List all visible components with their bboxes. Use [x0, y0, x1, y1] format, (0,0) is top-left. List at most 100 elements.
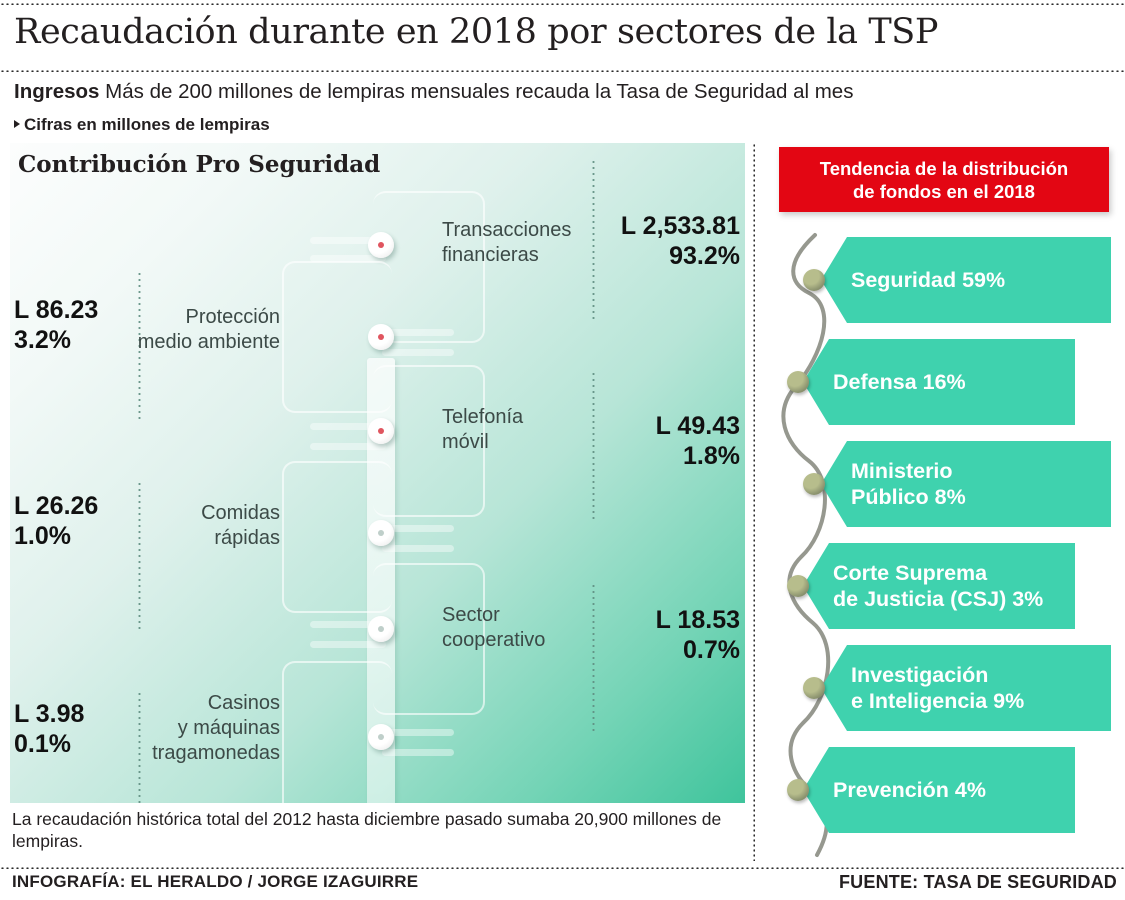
item-label-2: Protección medio ambiente — [128, 305, 280, 355]
item-amount-6-pct: 0.1% — [14, 730, 71, 758]
guide-line-left-3 — [138, 691, 141, 803]
item-label-4-line2: rápidas — [214, 527, 280, 549]
distribution-tag-3-line1: Corte Suprema — [833, 561, 988, 585]
chart-title: Contribución Pro Seguridad — [18, 151, 381, 178]
guide-line-left-1 — [138, 271, 141, 419]
item-label-6-line3: tragamonedas — [152, 742, 280, 764]
connector-bar-1b — [310, 255, 386, 262]
distribution-tag-4: Investigación e Inteligencia 9% — [851, 662, 1024, 714]
distribution-panel: Tendencia de la distribución de fondos e… — [763, 143, 1118, 858]
connector-bar-5 — [310, 621, 386, 628]
connector-bracket-5 — [373, 563, 485, 715]
distribution-tag-3: Corte Suprema de Justicia (CSJ) 3% — [833, 560, 1043, 612]
item-amount-2-value: L 86.23 — [14, 296, 99, 324]
page-title: Recaudación durante en 2018 por sectores… — [14, 12, 939, 52]
source-text: FUENTE: TASA DE SEGURIDAD — [838, 872, 1117, 892]
item-label-4: Comidas rápidas — [128, 501, 280, 551]
guide-line-right-2 — [592, 371, 595, 519]
item-label-1-line1: Transacciones — [442, 219, 572, 241]
triangle-bullet-icon — [14, 120, 20, 128]
node-5 — [368, 616, 394, 642]
distribution-header-line2: de fondos en el 2018 — [853, 180, 1035, 202]
item-label-5-line2: cooperativo — [442, 629, 546, 651]
connector-bar-4 — [382, 525, 454, 532]
title-divider — [0, 69, 1125, 72]
item-label-1-line2: financieras — [442, 244, 539, 266]
item-label-1: Transacciones financieras — [442, 218, 594, 268]
connector-bar-1 — [310, 237, 386, 244]
item-label-2-line1: Protección — [185, 306, 281, 328]
item-label-6-line1: Casinos — [207, 692, 280, 714]
item-label-6: Casinos y máquinas tragamonedas — [118, 691, 280, 766]
node-3 — [368, 418, 394, 444]
chart-note: La recaudación histórica total del 2012 … — [12, 809, 722, 851]
distribution-tag-5[interactable]: Prevención 4% — [803, 747, 1075, 833]
node-1 — [368, 232, 394, 258]
item-amount-4: L 26.26 1.0% — [14, 491, 132, 551]
item-label-6-line2: y máquinas — [177, 717, 280, 739]
contribution-chart-panel: Contribución Pro Seguridad Transacciones… — [10, 143, 745, 803]
node-4 — [368, 520, 394, 546]
distribution-header: Tendencia de la distribución de fondos e… — [779, 147, 1109, 212]
item-amount-3-pct: 1.8% — [683, 442, 740, 470]
connector-bar-2 — [382, 329, 454, 336]
item-amount-5-value: L 18.53 — [655, 606, 740, 634]
distribution-tag-4-line2: e Inteligencia 9% — [851, 689, 1025, 713]
top-divider — [0, 2, 1125, 5]
distribution-tag-0[interactable]: Seguridad 59% — [821, 237, 1111, 323]
subheading: Ingresos Más de 200 millones de lempiras… — [14, 80, 853, 104]
distribution-header-line1: Tendencia de la distribución — [819, 157, 1069, 179]
curve-knot-5 — [787, 779, 809, 801]
distribution-tag-3-line2: de Justicia (CSJ) 3% — [833, 587, 1044, 611]
item-label-3-line1: Telefonía — [442, 406, 524, 428]
distribution-tag-3[interactable]: Corte Suprema de Justicia (CSJ) 3% — [803, 543, 1075, 629]
item-label-2-line2: medio ambiente — [137, 331, 280, 353]
connector-bracket-3 — [373, 365, 485, 517]
item-label-5: Sector cooperativo — [442, 603, 594, 653]
item-amount-2: L 86.23 3.2% — [14, 295, 132, 355]
distribution-tag-2[interactable]: Ministerio Público 8% — [821, 441, 1111, 527]
distribution-tag-1-label: Defensa 16% — [833, 370, 966, 394]
item-amount-4-pct: 1.0% — [14, 522, 71, 550]
item-label-4-line1: Comidas — [201, 502, 280, 524]
distribution-tag-4[interactable]: Investigación e Inteligencia 9% — [821, 645, 1111, 731]
subheading-text: Más de 200 millones de lempiras mensuale… — [105, 80, 854, 103]
curve-knot-3 — [787, 575, 809, 597]
curve-knot-1 — [787, 371, 809, 393]
node-6 — [368, 724, 394, 750]
item-label-5-line1: Sector — [442, 604, 500, 626]
distribution-tag-2-line1: Ministerio — [851, 459, 953, 483]
node-2 — [368, 324, 394, 350]
item-amount-3: L 49.43 1.8% — [570, 411, 740, 471]
guide-line-right-3 — [592, 583, 595, 731]
curve-knot-0 — [803, 269, 825, 291]
distribution-tag-5-label: Prevención 4% — [833, 778, 986, 802]
guide-line-right-1 — [592, 159, 595, 319]
connector-bracket-2 — [282, 261, 392, 413]
distribution-tag-2-line2: Público 8% — [851, 485, 966, 509]
distribution-tag-4-line1: Investigación — [851, 663, 989, 687]
item-amount-3-value: L 49.43 — [655, 412, 740, 440]
footer-divider — [0, 866, 1125, 869]
connector-bar-6b — [382, 749, 454, 756]
item-label-3: Telefonía móvil — [442, 405, 594, 455]
distribution-tag-0-label: Seguridad 59% — [851, 268, 1006, 292]
item-amount-1-pct: 93.2% — [669, 242, 740, 270]
curve-knot-2 — [803, 473, 825, 495]
connector-bar-2b — [382, 349, 454, 356]
item-amount-1: L 2,533.81 93.2% — [570, 211, 740, 271]
panel-divider — [752, 143, 755, 861]
connector-bar-3b — [310, 443, 386, 450]
curve-knot-4 — [803, 677, 825, 699]
credit-text: INFOGRAFÍA: EL HERALDO / JORGE IZAGUIRRE — [12, 872, 419, 891]
subheading-label: Ingresos — [14, 80, 100, 103]
distribution-tag-1[interactable]: Defensa 16% — [803, 339, 1075, 425]
item-label-3-line2: móvil — [442, 431, 489, 453]
guide-line-left-2 — [138, 481, 141, 629]
item-amount-2-pct: 3.2% — [14, 326, 71, 354]
connector-bracket-4 — [282, 461, 392, 613]
units-note-text: Cifras en millones de lempiras — [24, 115, 270, 134]
item-amount-5-pct: 0.7% — [683, 636, 740, 664]
item-amount-5: L 18.53 0.7% — [570, 605, 740, 665]
